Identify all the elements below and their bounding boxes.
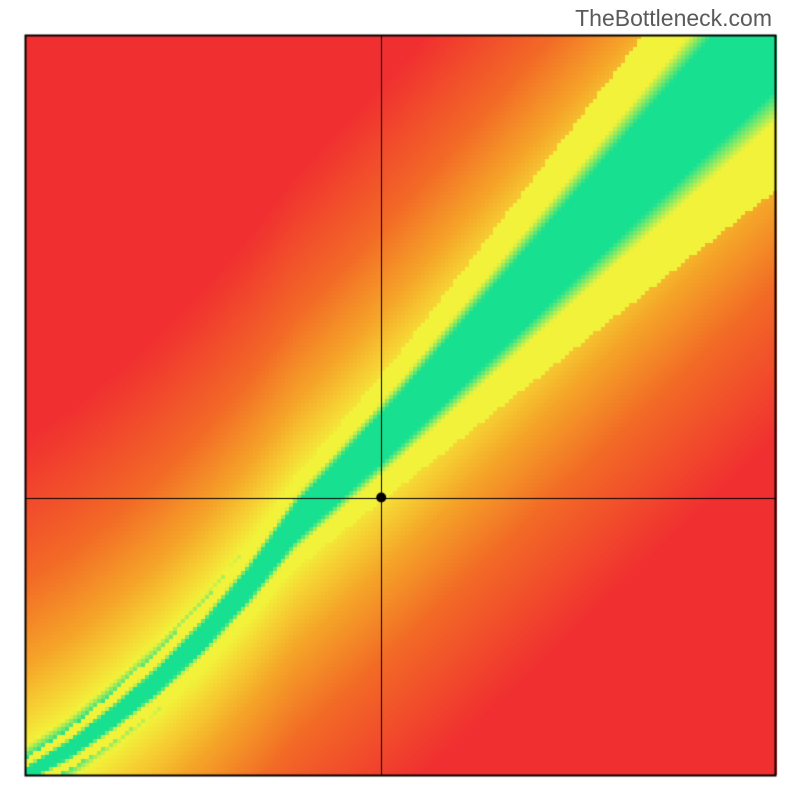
bottleneck-heatmap (0, 0, 800, 800)
watermark-text: TheBottleneck.com (575, 5, 772, 32)
